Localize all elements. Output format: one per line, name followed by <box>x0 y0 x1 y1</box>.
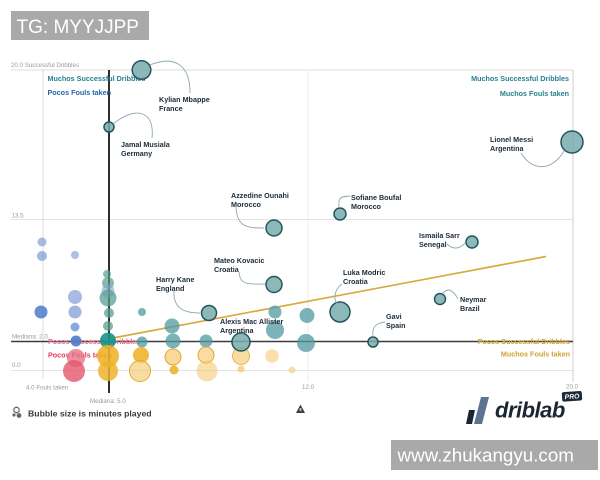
svg-text:driblab: driblab <box>495 398 565 423</box>
svg-text:www.zhukangyu.com: www.zhukangyu.com <box>397 445 574 466</box>
svg-text:0.0: 0.0 <box>12 362 21 369</box>
svg-text:PRO: PRO <box>564 393 580 401</box>
svg-text:Pocos Successful Dribbles: Pocos Successful Dribbles <box>48 337 140 346</box>
svg-text:France: France <box>159 104 183 113</box>
svg-text:Jamal Musiala: Jamal Musiala <box>121 140 171 149</box>
svg-text:Ismaila Sarr: Ismaila Sarr <box>419 231 460 240</box>
svg-text:Argentina: Argentina <box>490 144 525 153</box>
svg-text:Spain: Spain <box>386 321 406 330</box>
svg-text:Germany: Germany <box>121 149 152 158</box>
svg-text:Muchos Successful Dribbles: Muchos Successful Dribbles <box>471 74 569 83</box>
svg-text:Muchos Fouls taken: Muchos Fouls taken <box>500 89 569 98</box>
svg-text:Brazil: Brazil <box>460 304 480 313</box>
svg-text:Sofiane Boufal: Sofiane Boufal <box>351 193 401 202</box>
svg-text:Neymar: Neymar <box>460 295 487 304</box>
svg-text:Gavi: Gavi <box>386 312 402 321</box>
svg-text:Muchos Fouls taken: Muchos Fouls taken <box>501 350 570 359</box>
svg-text:4.0 Fouls taken: 4.0 Fouls taken <box>26 385 69 392</box>
svg-text:13.5: 13.5 <box>12 213 25 220</box>
svg-text:Luka Modric: Luka Modric <box>343 268 385 277</box>
svg-text:England: England <box>156 284 184 293</box>
svg-text:TG: MYYJJPP: TG: MYYJJPP <box>17 17 139 38</box>
svg-text:20.0 Successful Dribbles: 20.0 Successful Dribbles <box>11 62 79 69</box>
svg-text:Mediana: 2.0: Mediana: 2.0 <box>12 334 48 341</box>
svg-text:Morocco: Morocco <box>231 200 262 209</box>
svg-text:12.0: 12.0 <box>302 384 315 391</box>
svg-text:Mediana: 5.0: Mediana: 5.0 <box>90 398 126 405</box>
svg-text:20.0: 20.0 <box>566 384 579 391</box>
svg-text:Lionel Messi: Lionel Messi <box>490 135 533 144</box>
svg-text:Alexis Mac Allister: Alexis Mac Allister <box>220 317 283 326</box>
svg-text:Pocos Fouls taken: Pocos Fouls taken <box>48 88 112 97</box>
svg-text:Pocos Successful Dribbles: Pocos Successful Dribbles <box>478 337 570 346</box>
svg-text:Senegal: Senegal <box>419 240 447 249</box>
svg-text:Mateo Kovacic: Mateo Kovacic <box>214 256 264 265</box>
svg-text:Azzedine Ounahi: Azzedine Ounahi <box>231 191 289 200</box>
svg-text:Muchos Successful Dribbles: Muchos Successful Dribbles <box>48 74 146 83</box>
svg-text:Croatia: Croatia <box>214 265 240 274</box>
svg-text:Morocco: Morocco <box>351 202 382 211</box>
svg-text:Bubble size is minutes played: Bubble size is minutes played <box>28 409 152 419</box>
svg-text:Argentina: Argentina <box>220 326 255 335</box>
svg-text:Kylian Mbappe: Kylian Mbappe <box>159 95 210 104</box>
svg-text:Harry Kane: Harry Kane <box>156 275 194 284</box>
svg-text:Croatia: Croatia <box>343 277 369 286</box>
